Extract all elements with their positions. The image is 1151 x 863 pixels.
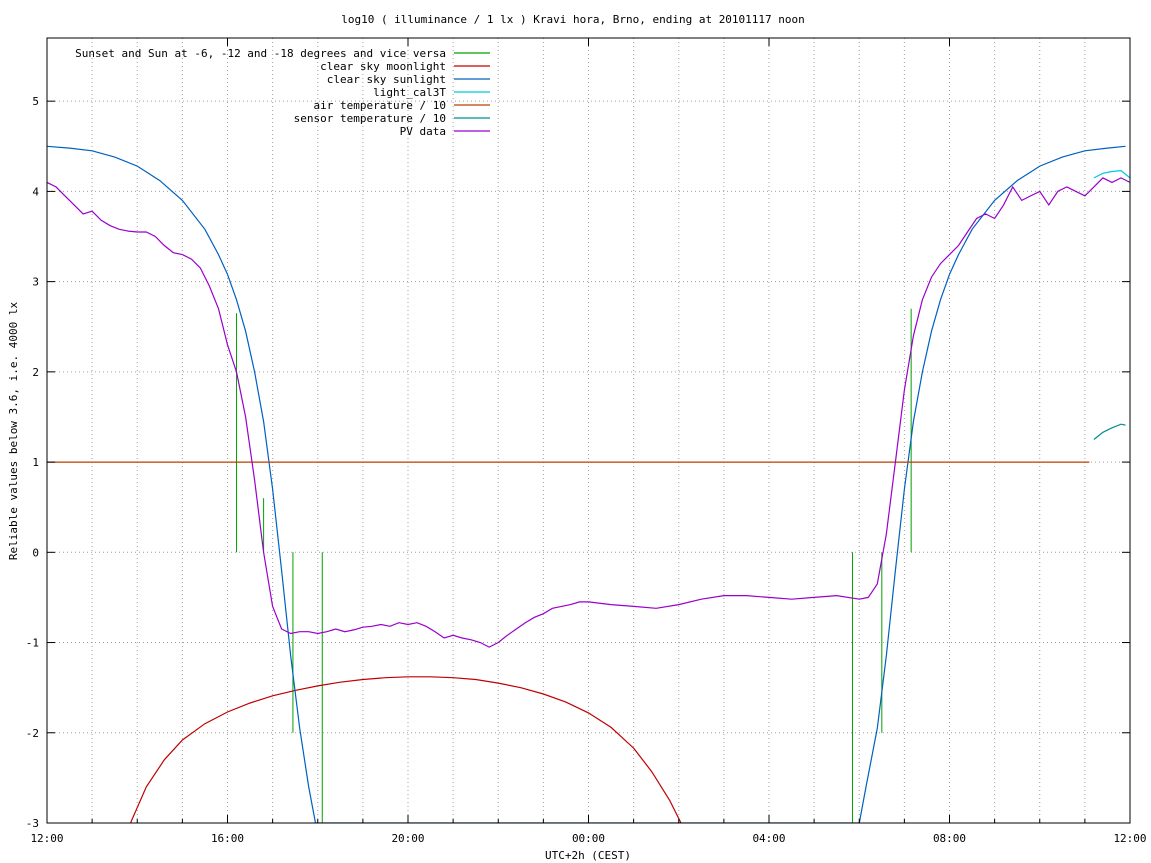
legend-label: clear sky moonlight — [320, 60, 446, 73]
x-tick-label: 00:00 — [572, 832, 605, 845]
x-tick-label: 12:00 — [1113, 832, 1146, 845]
legend-label: sensor temperature / 10 — [294, 112, 446, 125]
legend-label: Sunset and Sun at -6, -12 and -18 degree… — [75, 47, 446, 60]
x-tick-label: 04:00 — [752, 832, 785, 845]
axes: 12:00 16:00 20:00 00:00 04:00 08:00 12:00 5 4 3 2 1… — [26, 38, 1147, 845]
y-tick-label: 0 — [32, 546, 39, 559]
series-clear-sky-moonlight-line — [129, 676, 682, 823]
series-sensor-temperature-10-line — [1093, 423, 1126, 440]
series-light-cal3t-line — [1093, 169, 1130, 179]
x-axis-label: UTC+2h (CEST) — [545, 849, 631, 862]
grid — [47, 38, 1130, 823]
x-tick-label: 20:00 — [391, 832, 424, 845]
y-tick-label: -2 — [26, 727, 39, 740]
chart-title: log10 ( illuminance / 1 lx ) Kravi hora,… — [341, 13, 805, 26]
y-tick-label: 4 — [32, 185, 39, 198]
legend-label: clear sky sunlight — [327, 73, 446, 86]
series-pv-data-line — [47, 177, 1130, 648]
y-tick-label: 3 — [32, 276, 39, 289]
legend-label: light_cal3T — [373, 86, 446, 99]
y-tick-label: 2 — [32, 366, 39, 379]
legend-label: air temperature / 10 — [314, 99, 446, 112]
y-tick-label: -1 — [26, 637, 39, 650]
legend: Sunset and Sun at -6, -12 and -18 degree… — [75, 47, 490, 138]
series-layer — [47, 145, 1130, 823]
y-axis-label: Reliable values below 3.6, i.e. 4000 lx — [7, 301, 20, 560]
legend-label: PV data — [400, 125, 446, 138]
y-tick-label: -3 — [26, 817, 39, 830]
x-tick-label: 16:00 — [211, 832, 244, 845]
x-tick-label: 12:00 — [30, 832, 63, 845]
x-tick-label: 08:00 — [933, 832, 966, 845]
y-tick-label: 5 — [32, 95, 39, 108]
y-tick-label: 1 — [32, 456, 39, 469]
